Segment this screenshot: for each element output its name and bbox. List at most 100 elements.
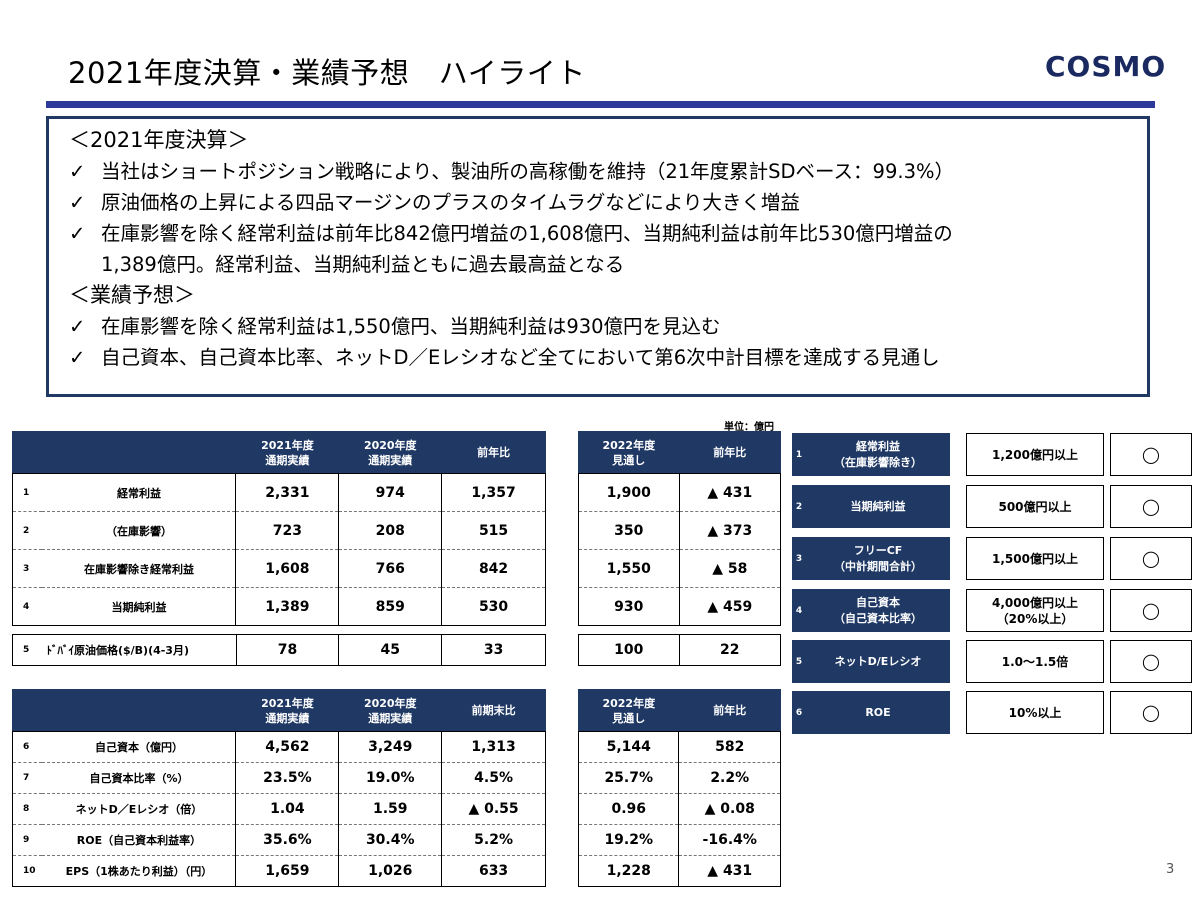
- target-value: 500億円以上: [966, 485, 1104, 528]
- target-value: 4,000億円以上 （20%以上）: [966, 589, 1104, 632]
- row-number: 7: [12, 762, 43, 794]
- target-name-line: 当期純利益: [850, 499, 906, 513]
- target-name-line: 経常利益: [856, 439, 900, 453]
- target-row: 4 自己資本 （自己資本比率） 4,000億円以上 （20%以上） ◯: [792, 589, 1192, 632]
- value-2022-forecast: 5,144: [578, 731, 680, 763]
- forecast-bullet: ✓ 在庫影響を除く経常利益は1,550億円、当期純利益は930億円を見込む: [69, 311, 1147, 342]
- table-row: 3 在庫影響除き経常利益 1,608 766 842: [12, 549, 546, 588]
- target-name: 自己資本 （自己資本比率）: [806, 589, 950, 632]
- table-row: 10 EPS（1株あたり利益）（円） 1,659 1,026 633: [13, 855, 546, 887]
- row-number: 10: [23, 866, 36, 876]
- value-change: 1,357: [441, 473, 546, 512]
- table-row: 6 自己資本（億円） 4,562 3,249 1,313: [12, 731, 546, 763]
- target-row: 5 ネットD/Eレシオ 1.0～1.5倍 ◯: [792, 640, 1192, 683]
- highlights-box: ＜2021年度決算＞ ✓ 当社はショートポジション戦略により、製油所の高稼働を維…: [46, 116, 1150, 397]
- value-change: 842: [441, 549, 546, 588]
- target-name: ネットD/Eレシオ: [806, 640, 950, 683]
- balance-forecast-table: 2022年度 見通し 前年比: [578, 689, 782, 732]
- bullet-text: 自己資本、自己資本比率、ネットD／Eレシオなど全てにおいて第6次中計目標を達成す…: [101, 346, 940, 369]
- balance-table: 2021年度 通期実績 2020年度 通期実績 前期末比: [11, 689, 546, 732]
- value-2022-forecast: 1,228: [578, 855, 680, 887]
- value-2022-forecast: 350: [578, 511, 680, 550]
- forecast-table-body: 1,900 ▲ 431 350 ▲ 373 1,550 ▲ 58 930 ▲ 459: [578, 473, 781, 626]
- table-row: 4 当期純利益 1,389 859 530: [13, 587, 546, 626]
- value-forecast-change: ▲ 58: [679, 549, 781, 588]
- row-number: 3: [12, 549, 43, 588]
- row-label: （在庫影響）: [42, 511, 237, 550]
- bullet-text: 原油価格の上昇による四品マージンのプラスのタイムラグなどにより大きく増益: [101, 191, 800, 214]
- target-value: 1,500億円以上: [966, 537, 1104, 580]
- target-row: 2 当期純利益 500億円以上 ◯: [792, 485, 1192, 528]
- row-label: 自己資本比率（%）: [42, 762, 237, 794]
- bullet-text-continued: 1,389億円。経常利益、当期純利益ともに過去最高益となる: [101, 253, 625, 276]
- value-change: 515: [441, 511, 546, 550]
- achieved-circle-icon: ◯: [1110, 640, 1192, 683]
- value-2021: 4,562: [235, 731, 340, 763]
- target-number: 5: [792, 640, 807, 683]
- value-forecast-change: -16.4%: [678, 824, 781, 856]
- value-change: 5.2%: [441, 824, 546, 856]
- value-forecast-change: ▲ 431: [707, 863, 753, 879]
- table-row: 7 自己資本比率（%） 23.5% 19.0% 4.5%: [12, 762, 546, 794]
- achieved-circle-icon: ◯: [1110, 589, 1192, 632]
- page-title: 2021年度決算・業績予想 ハイライト: [68, 56, 586, 90]
- row-number: 2: [12, 511, 43, 550]
- target-name-line: （自己資本比率）: [834, 611, 922, 625]
- table-row: 1,550 ▲ 58: [578, 549, 781, 588]
- col-header-yoy: 前年比: [441, 431, 546, 474]
- forecast-table: 2022年度 見通し 前年比: [578, 431, 782, 474]
- achieved-circle-icon: ◯: [1110, 537, 1192, 580]
- achieved-circle-icon: ◯: [1110, 691, 1192, 734]
- results-bullet: ✓ 原油価格の上昇による四品マージンのプラスのタイムラグなどにより大きく増益: [69, 187, 1147, 218]
- results-table: 2021年度 通期実績 2020年度 通期実績 前年比: [11, 431, 546, 474]
- value-2022-forecast: 25.7%: [578, 762, 680, 794]
- value-2020: 1.59: [338, 793, 443, 825]
- value-change: 530: [478, 598, 509, 615]
- col-header-2020: 2020年度 通期実績: [338, 689, 443, 732]
- results-section-title: ＜2021年度決算＞: [69, 128, 249, 152]
- value-forecast-change: ▲ 0.08: [678, 793, 781, 825]
- target-name: 経常利益 （在庫影響除き）: [806, 433, 950, 476]
- target-value-line: 4,000億円以上: [992, 595, 1078, 610]
- value-2022-forecast: 1,550: [578, 549, 680, 588]
- achieved-circle-icon: ◯: [1110, 485, 1192, 528]
- target-number: 4: [792, 589, 807, 632]
- target-name-line: （中計期間合計）: [834, 559, 922, 573]
- row-label: ネットD／Eレシオ（倍）: [42, 793, 237, 825]
- balance-table-body: 6 自己資本（億円） 4,562 3,249 1,313 7 自己資本比率（%） 23.5% 1…: [12, 731, 546, 887]
- target-name-line: フリーCF: [853, 543, 903, 557]
- value-2021: 723: [235, 511, 340, 550]
- table-row: 1,228 ▲ 431: [578, 855, 781, 887]
- target-row: 1 経常利益 （在庫影響除き） 1,200億円以上 ◯: [792, 433, 1192, 476]
- balance-forecast-body: 5,144 582 25.7% 2.2% 0.96 ▲ 0.08 19.2% -16.4% 1,…: [578, 731, 781, 887]
- target-name-line: ネットD/Eレシオ: [834, 654, 922, 668]
- value-2020: 1,026: [338, 855, 443, 887]
- results-bullet: ✓ 当社はショートポジション戦略により、製油所の高稼働を維持（21年度累計SDベ…: [69, 156, 1147, 187]
- row-number: 4: [23, 601, 30, 612]
- check-icon: ✓: [69, 160, 86, 183]
- col-header-2020: 2020年度 通期実績: [338, 431, 443, 474]
- table-row: 100 22: [578, 634, 781, 666]
- col-header-forecast-yoy: 前年比: [678, 431, 782, 474]
- table-row: 0.96 ▲ 0.08: [578, 793, 781, 825]
- value-2020: 766: [338, 549, 443, 588]
- target-value: 1,200億円以上: [966, 433, 1104, 476]
- value-forecast-change: ▲ 431: [679, 473, 781, 512]
- target-value-line: 500億円以上: [998, 499, 1072, 514]
- value-2021: 35.6%: [235, 824, 340, 856]
- results-bullet: ✓ 在庫影響を除く経常利益は前年比842億円増益の1,608億円、当期純利益は前…: [69, 218, 1147, 280]
- table-row: 1,900 ▲ 431: [578, 473, 781, 512]
- row-label: EPS（1株あたり利益）（円）: [42, 855, 237, 887]
- value-forecast-change: ▲ 459: [707, 598, 753, 615]
- value-2020: 974: [338, 473, 443, 512]
- target-value-line: （20%以上）: [996, 611, 1074, 626]
- row-number: 8: [12, 793, 43, 825]
- value-2022-forecast: 0.96: [578, 793, 680, 825]
- value-2020: 859: [338, 587, 443, 626]
- cosmo-logo: COSMO: [1045, 50, 1167, 83]
- target-value-line: 1,200億円以上: [992, 447, 1078, 462]
- row-number: 6: [12, 731, 43, 763]
- target-number: 6: [792, 691, 807, 734]
- target-name: 当期純利益: [806, 485, 950, 528]
- target-number: 3: [792, 537, 807, 580]
